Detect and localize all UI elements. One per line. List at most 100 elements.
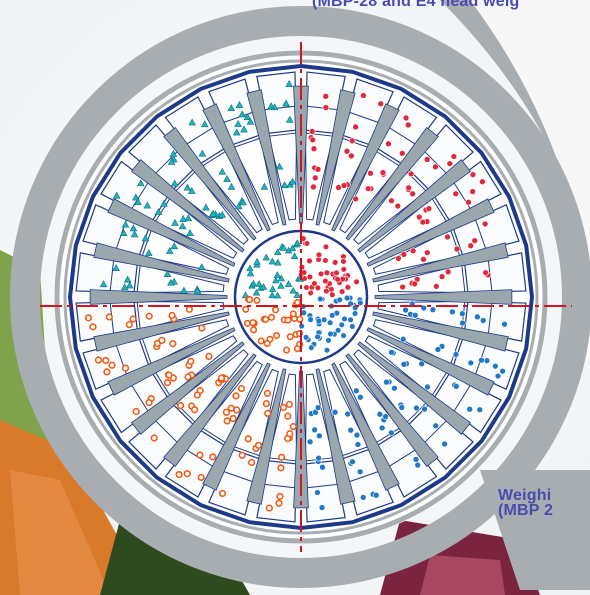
- product-dot: [453, 383, 459, 389]
- product-ring: [224, 418, 230, 424]
- product-ring: [285, 317, 290, 322]
- product-dot: [389, 349, 395, 355]
- product-ring: [188, 359, 194, 365]
- product-ring: [90, 324, 96, 330]
- product-dot: [316, 455, 322, 461]
- product-ring: [123, 365, 129, 371]
- product-dot: [410, 248, 416, 254]
- product-ring: [295, 300, 300, 305]
- product-dot: [315, 166, 321, 172]
- product-dot: [412, 281, 418, 287]
- product-ring: [165, 380, 171, 386]
- product-dot: [445, 234, 451, 240]
- product-dot: [307, 274, 313, 280]
- product-ring: [230, 416, 236, 422]
- product-dot: [405, 122, 411, 128]
- product-ring: [274, 333, 279, 338]
- caption-bottom: Weighi (MBP 2: [498, 488, 553, 518]
- product-dot: [425, 384, 431, 390]
- product-dot: [335, 276, 341, 282]
- product-dot: [459, 311, 465, 317]
- product-ring: [192, 407, 198, 413]
- product-dot: [316, 433, 322, 439]
- product-dot: [326, 338, 332, 344]
- product-dot: [319, 505, 325, 511]
- product-dot: [483, 270, 489, 276]
- product-dot: [345, 411, 351, 417]
- product-dot: [466, 199, 472, 205]
- product-ring: [233, 393, 239, 399]
- product-dot: [478, 357, 484, 363]
- product-ring: [258, 338, 263, 343]
- product-ring: [86, 315, 92, 321]
- product-ring: [127, 322, 133, 328]
- product-dot: [345, 284, 351, 290]
- product-ring: [166, 372, 172, 378]
- product-dot: [400, 284, 406, 290]
- product-ring: [169, 313, 175, 319]
- product-ring: [265, 391, 271, 397]
- product-ring: [263, 317, 268, 322]
- product-dot: [430, 307, 436, 313]
- product-ring: [276, 500, 282, 506]
- product-dot: [310, 137, 316, 143]
- product-ring: [197, 452, 203, 458]
- product-dot: [479, 179, 485, 185]
- product-dot: [482, 221, 488, 227]
- product-ring: [250, 320, 255, 325]
- product-dot: [353, 388, 359, 394]
- product-dot: [339, 289, 345, 295]
- product-dot: [321, 317, 327, 323]
- product-dot: [424, 156, 430, 162]
- product-dot: [301, 270, 307, 276]
- product-ring: [146, 400, 152, 406]
- product-ring: [245, 321, 250, 326]
- product-dot: [399, 150, 405, 156]
- product-dot: [413, 405, 419, 411]
- product-dot: [403, 307, 409, 313]
- product-dot: [348, 317, 354, 323]
- product-dot: [308, 345, 314, 351]
- product-dot: [311, 146, 317, 152]
- product-dot: [323, 93, 329, 99]
- product-ring: [170, 341, 176, 347]
- product-ring: [267, 505, 273, 511]
- product-dot: [341, 183, 347, 189]
- product-dot: [426, 206, 432, 212]
- product-dot: [484, 358, 490, 364]
- product-dot: [324, 347, 330, 353]
- product-dot: [307, 439, 313, 445]
- product-dot: [433, 164, 439, 170]
- product-dot: [368, 170, 374, 176]
- product-dot: [421, 256, 427, 262]
- product-dot: [433, 423, 439, 429]
- product-ring: [228, 405, 234, 411]
- product-dot: [317, 296, 323, 302]
- product-ring: [133, 409, 139, 415]
- product-dot: [378, 101, 384, 107]
- product-dot: [422, 406, 428, 412]
- product-ring: [198, 475, 204, 481]
- product-ring: [290, 424, 296, 430]
- product-ring: [159, 338, 165, 344]
- product-dot: [373, 492, 379, 498]
- product-dot: [360, 93, 366, 99]
- product-dot: [502, 321, 508, 327]
- product-dot: [304, 285, 310, 291]
- product-dot: [500, 368, 506, 374]
- product-dot: [468, 243, 474, 249]
- product-dot: [310, 184, 316, 190]
- product-ring: [220, 491, 226, 497]
- product-dot: [453, 351, 459, 357]
- product-dot: [312, 175, 318, 181]
- product-ring: [269, 315, 274, 320]
- product-dot: [357, 300, 363, 306]
- product-ring: [210, 454, 216, 460]
- product-dot: [389, 198, 395, 204]
- product-dot: [451, 153, 457, 159]
- product-dot: [447, 161, 453, 167]
- product-dot: [435, 346, 441, 352]
- caption-bottom-line2: (MBP 2: [498, 503, 553, 518]
- caption-bottom-line1: Weighi: [498, 488, 553, 503]
- product-dot: [348, 427, 354, 433]
